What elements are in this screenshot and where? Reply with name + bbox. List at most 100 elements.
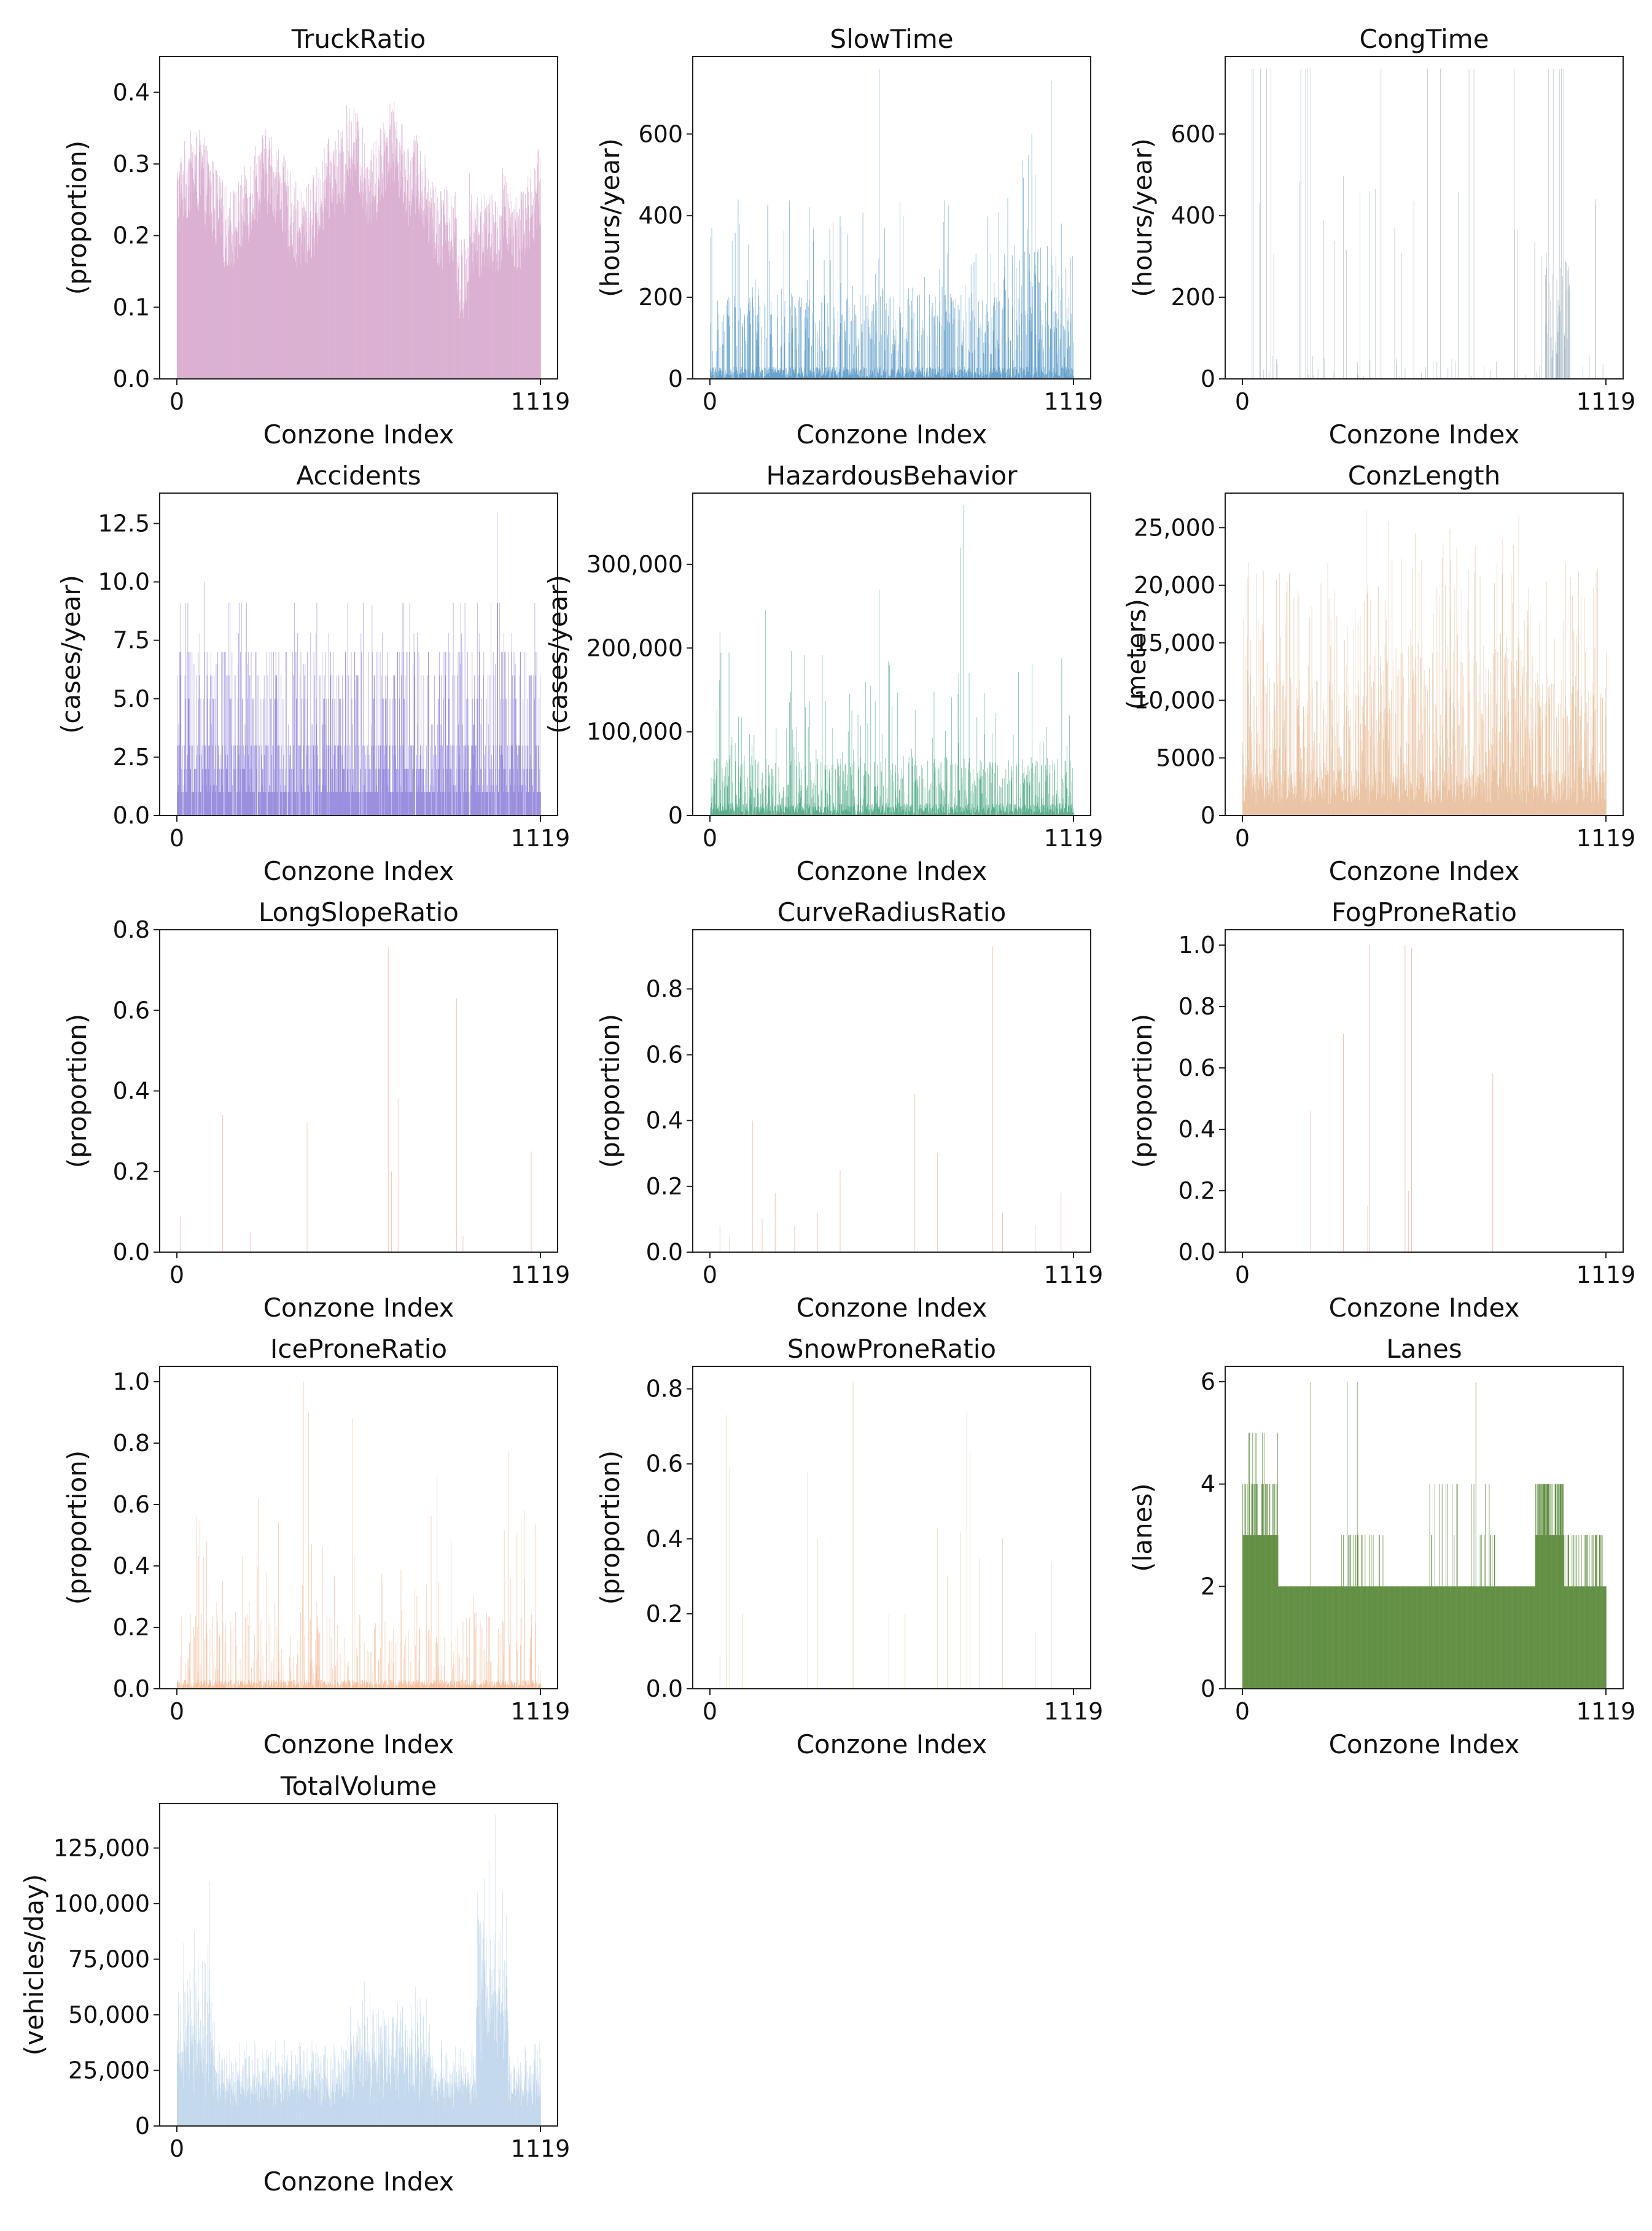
bar [1035,766,1036,816]
bar [800,797,801,816]
bar [773,367,774,379]
bar [326,745,327,816]
bar [1327,774,1328,816]
bar [1420,373,1422,379]
bar [450,768,451,816]
bar [470,243,472,379]
bar [720,652,722,816]
bar [190,159,191,379]
bar [426,198,427,379]
bar [995,310,996,379]
bar [536,190,537,379]
bar [219,200,220,379]
bar [239,244,240,379]
bar [1007,784,1008,816]
bar [386,785,388,816]
bar [884,807,886,816]
bar [486,206,488,379]
bar [496,222,497,379]
bar [506,785,507,816]
bar [201,755,202,816]
bar [195,792,197,816]
bar [184,768,185,816]
bar [372,792,373,816]
bar [190,162,192,379]
bar [1060,377,1061,379]
bar [1344,788,1346,816]
bar [889,298,890,379]
bar [482,253,483,379]
bar [878,376,879,379]
bar [204,137,205,380]
bar [818,371,819,379]
bar [1363,695,1365,816]
bar [1401,253,1402,379]
bar [487,792,488,816]
bar [927,812,929,816]
bar [388,768,389,816]
bar [1273,749,1274,816]
bar [940,803,941,816]
bar [731,809,732,816]
bar [1060,803,1061,816]
bar [348,675,349,816]
bar [232,234,233,379]
bar [1070,313,1072,379]
bar [440,724,441,816]
bar [502,652,503,816]
bar [1260,640,1261,816]
bar [222,785,223,816]
bar [384,768,386,816]
bar [388,162,389,379]
bar [1264,685,1266,816]
bar [911,300,912,379]
bar [499,268,501,379]
bar [216,170,217,379]
bar [832,812,833,816]
bar [530,218,531,379]
bar [526,792,528,816]
bar [240,184,241,379]
bar [725,373,727,379]
bar [235,675,236,816]
bar [871,375,872,379]
bar [290,171,291,379]
bar [1293,793,1294,816]
bar [534,212,536,379]
bar [831,373,832,379]
bar [1375,189,1376,379]
bar [711,777,712,816]
bar [177,745,178,816]
bar [1333,770,1334,816]
axes-frame-cong-time [1225,56,1624,380]
bar [1266,776,1268,816]
bar [443,792,445,816]
bar [1061,224,1062,379]
bar [459,289,461,379]
bar [935,804,937,816]
bar [288,185,289,379]
bar [964,758,965,816]
bar [960,345,962,379]
bar [405,792,407,816]
bar [983,807,984,816]
bar [865,368,867,379]
bar [974,317,975,379]
bar [521,792,523,816]
bar [185,602,186,816]
bar [944,200,945,379]
bar [901,806,902,816]
bar [900,806,901,816]
bar [919,808,921,816]
bar [1436,361,1438,379]
bar [308,768,310,816]
bar [308,184,310,379]
bar [994,297,995,379]
bar [822,376,823,379]
bar [411,745,413,816]
bar [1282,685,1283,816]
bar [835,769,836,816]
bar [414,198,415,379]
bar [1055,373,1056,379]
bar [470,237,471,379]
